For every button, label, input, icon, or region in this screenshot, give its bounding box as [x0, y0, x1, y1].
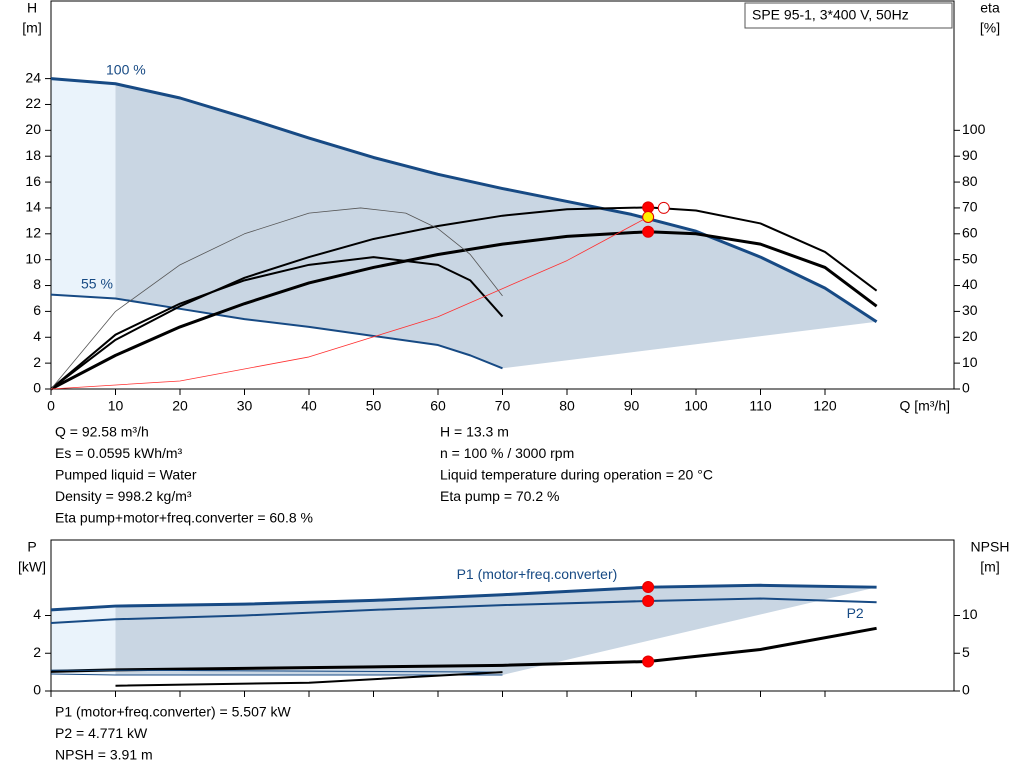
- readout: NPSH = 3.91 m: [55, 747, 153, 763]
- y-axis-label: [kW]: [18, 559, 46, 575]
- y-tick-label: 16: [25, 173, 41, 189]
- y2-tick-label: 90: [962, 147, 978, 163]
- curve: [50, 216, 649, 390]
- y2-tick-label: 30: [962, 302, 978, 318]
- minimum-flow-area: [51, 606, 116, 675]
- x-tick-label: 60: [430, 398, 446, 414]
- x-tick-label: 110: [749, 398, 772, 414]
- readout: Q = 92.58 m³/h: [55, 424, 149, 440]
- y-tick-label: 12: [25, 225, 41, 241]
- y-tick-label: 0: [33, 380, 41, 396]
- readout: Eta pump+motor+freq.converter = 60.8 %: [55, 510, 313, 526]
- y2-tick-label: 70: [962, 199, 978, 215]
- x-axis-label: Q [m³/h]: [899, 398, 950, 414]
- title-box: [744, 2, 953, 29]
- curve-label: 55 %: [81, 275, 113, 291]
- y-axis-label: P: [27, 539, 36, 555]
- y2-axis-label: [m]: [980, 559, 999, 575]
- y2-tick-label: 0: [962, 682, 970, 698]
- operating-point: [642, 655, 655, 668]
- y-tick-label: 4: [33, 328, 41, 344]
- operating-point: [657, 201, 670, 214]
- operating-area: [115, 83, 877, 369]
- curve: [115, 671, 503, 687]
- x-tick-label: 90: [624, 398, 640, 414]
- x-tick-label: 100: [684, 398, 708, 414]
- y2-axis-label: eta: [980, 0, 1000, 16]
- y2-tick-label: 60: [962, 225, 978, 241]
- readout: Density = 998.2 kg/m³: [55, 488, 192, 504]
- curve: [50, 206, 878, 390]
- operating-point: [642, 225, 655, 238]
- readout: Es = 0.0595 kWh/m³: [55, 445, 183, 461]
- y2-tick-label: 100: [962, 121, 986, 137]
- operating-point: [642, 210, 655, 223]
- x-tick-label: 10: [108, 398, 124, 414]
- chart-title: SPE 95-1, 3*400 V, 50Hz: [752, 7, 909, 23]
- y-tick-label: 14: [25, 199, 41, 215]
- operating-area: [115, 585, 877, 675]
- y-tick-label: 20: [25, 121, 41, 137]
- x-tick-label: 30: [237, 398, 253, 414]
- curve: [50, 673, 503, 676]
- curve: [50, 583, 877, 612]
- y-tick-label: 10: [25, 250, 41, 266]
- curve: [50, 230, 878, 391]
- x-tick-label: 20: [172, 398, 188, 414]
- curve-label: P2: [847, 605, 864, 621]
- curve: [50, 256, 504, 390]
- readout: Liquid temperature during operation = 20…: [440, 467, 713, 483]
- y2-tick-label: 10: [962, 606, 978, 622]
- readout: P2 = 4.771 kW: [55, 725, 148, 741]
- curve: [50, 626, 877, 673]
- x-tick-label: 50: [366, 398, 382, 414]
- operating-point: [642, 581, 655, 594]
- y2-tick-label: 80: [962, 173, 978, 189]
- y2-tick-label: 5: [962, 644, 970, 660]
- curve-label: 100 %: [106, 61, 146, 77]
- y-tick-label: 18: [25, 147, 41, 163]
- y-tick-label: 2: [33, 354, 41, 370]
- curve: [50, 293, 503, 370]
- y2-tick-label: 20: [962, 328, 978, 344]
- y2-axis-label: NPSH: [971, 539, 1010, 555]
- curve: [50, 597, 877, 625]
- curve-label: P1 (motor+freq.converter): [457, 566, 618, 582]
- curve: [50, 207, 503, 390]
- y2-axis-label: [%]: [980, 20, 1000, 36]
- x-tick-label: 0: [47, 398, 55, 414]
- y2-tick-label: 40: [962, 276, 978, 292]
- operating-point: [642, 594, 655, 607]
- y-tick-label: 4: [33, 606, 41, 622]
- y-tick-label: 22: [25, 95, 41, 111]
- readout: Pumped liquid = Water: [55, 467, 197, 483]
- y-tick-label: 24: [25, 69, 41, 85]
- x-tick-label: 40: [301, 398, 317, 414]
- minimum-flow-area: [51, 78, 116, 299]
- x-tick-label: 120: [813, 398, 837, 414]
- y-tick-label: 2: [33, 644, 41, 660]
- y2-tick-label: 0: [962, 380, 970, 396]
- y-tick-label: 0: [33, 682, 41, 698]
- curve: [50, 77, 878, 324]
- readout: P1 (motor+freq.converter) = 5.507 kW: [55, 704, 292, 720]
- readout: n = 100 % / 3000 rpm: [440, 445, 574, 461]
- readout: Eta pump = 70.2 %: [440, 488, 559, 504]
- curve: [51, 669, 503, 673]
- readout: H = 13.3 m: [440, 424, 509, 440]
- y-tick-label: 6: [33, 302, 41, 318]
- y-tick-label: 8: [33, 276, 41, 292]
- y-axis-label: [m]: [22, 20, 41, 36]
- y2-tick-label: 10: [962, 354, 978, 370]
- x-tick-label: 80: [559, 398, 575, 414]
- y2-tick-label: 50: [962, 250, 978, 266]
- x-tick-label: 70: [495, 398, 511, 414]
- y-axis-label: H: [27, 0, 37, 16]
